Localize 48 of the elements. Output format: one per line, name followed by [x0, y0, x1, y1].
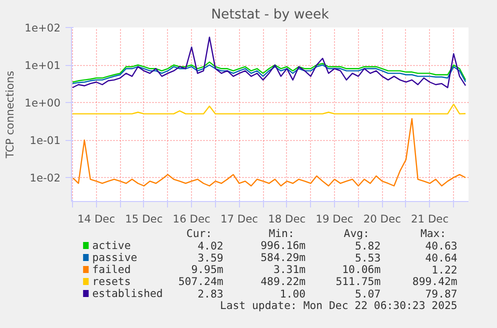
text: 5.07: [354, 288, 381, 300]
text: 511.75m: [336, 275, 381, 288]
y-tick-label: 1e+02: [24, 22, 61, 34]
text: 489.22m: [260, 275, 306, 288]
text: 1.22: [432, 264, 458, 276]
text: Cur:: [186, 227, 212, 240]
line-series: [72, 118, 466, 186]
legend-label: failed: [92, 263, 131, 276]
text: 3.59: [198, 252, 224, 264]
x-tick-label: 16 Dec: [172, 212, 211, 226]
y-tick-label: 1e+01: [24, 59, 61, 72]
text: Avg:: [344, 227, 370, 240]
x-tick-label: 18 Dec: [268, 212, 306, 226]
x-tick-label: 14 Dec: [78, 212, 116, 226]
text: 3.31m: [273, 263, 306, 276]
y-tick-label: 1e+00: [24, 96, 61, 110]
text: 507.24m: [178, 275, 224, 288]
text: Max:: [420, 227, 446, 240]
y-tick-label: 1e-02: [30, 172, 61, 185]
text: 40.64: [425, 252, 458, 264]
x-tick-label: 15 Dec: [125, 212, 163, 226]
text: 79.87: [425, 288, 458, 300]
text: 1.00: [280, 288, 306, 300]
x-tick-label: 20 Dec: [363, 212, 402, 226]
y-axis-title: TCP connections: [4, 70, 17, 160]
text: 2.83: [198, 288, 224, 300]
text: 9.95m: [191, 263, 224, 276]
text: 584.29m: [260, 251, 306, 264]
legend-label: active: [92, 239, 131, 252]
y-tick-label: 1e-01: [30, 134, 61, 148]
legend-label: passive: [92, 251, 138, 264]
text: 10.06m: [342, 263, 381, 276]
chart-title: Netstat - by week: [211, 8, 330, 22]
x-tick-label: 21 Dec: [411, 212, 449, 226]
x-tick-label: 17 Dec: [220, 212, 258, 226]
text: 5.53: [354, 252, 381, 264]
text: 899.42m: [412, 275, 458, 288]
legend-label: established: [92, 287, 163, 300]
text: Last update: Mon Dec 22 06:30:23 2025: [220, 299, 458, 312]
text: 40.63: [425, 240, 458, 252]
line-series: [72, 36, 466, 88]
text: 5.82: [354, 240, 381, 252]
legend-label: resets: [92, 275, 131, 288]
text: 4.02: [198, 240, 224, 252]
line-series: [72, 104, 466, 114]
x-tick-label: 19 Dec: [316, 212, 354, 226]
text: 996.16m: [260, 239, 306, 252]
text: Min:: [268, 227, 294, 240]
